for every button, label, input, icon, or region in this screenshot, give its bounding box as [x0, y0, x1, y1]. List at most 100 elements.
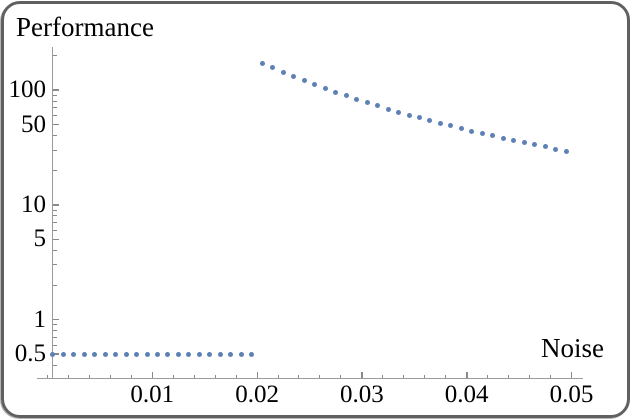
y-minor-tick — [53, 149, 57, 151]
x-tick-label: 0.01 — [130, 381, 175, 408]
data-point — [134, 351, 140, 357]
x-minor-tick — [550, 374, 551, 378]
data-point — [427, 118, 433, 124]
x-minor-tick — [172, 374, 174, 378]
data-point — [280, 69, 286, 75]
data-point — [50, 351, 56, 357]
y-minor-tick — [53, 344, 57, 346]
data-point — [333, 89, 339, 95]
y-minor-tick — [53, 209, 57, 211]
data-point — [532, 142, 538, 148]
data-point — [458, 126, 464, 132]
y-minor-tick — [53, 169, 57, 171]
data-point — [71, 351, 77, 357]
y-minor-tick — [53, 284, 57, 286]
y-minor-tick — [53, 264, 57, 266]
data-point — [175, 351, 181, 357]
data-point — [92, 351, 98, 357]
data-point — [521, 140, 527, 146]
y-minor-tick — [53, 249, 57, 251]
x-minor-tick — [445, 374, 447, 378]
data-point — [102, 351, 108, 357]
y-minor-tick — [53, 364, 57, 366]
x-minor-tick — [424, 374, 426, 378]
x-major-tick — [256, 372, 259, 378]
data-point — [259, 60, 265, 66]
y-tick-label: 10 — [21, 190, 46, 218]
y-minor-tick — [53, 54, 57, 56]
data-point — [113, 351, 119, 357]
data-point — [406, 112, 412, 118]
data-point — [60, 351, 66, 357]
data-point — [542, 144, 548, 150]
data-point — [291, 74, 297, 80]
x-major-tick — [361, 372, 363, 378]
x-minor-tick — [193, 374, 195, 378]
y-major-tick — [53, 123, 59, 126]
y-tick-label: 50 — [21, 110, 46, 138]
x-major-tick — [151, 372, 154, 378]
data-point — [553, 146, 559, 152]
x-axis-line — [37, 378, 583, 379]
x-minor-tick — [277, 374, 279, 378]
y-tick-label: 0.5 — [14, 340, 46, 368]
y-tick-label: 100 — [8, 75, 47, 103]
data-point — [322, 86, 328, 92]
data-point — [343, 93, 349, 99]
data-point — [448, 123, 454, 129]
y-minor-tick — [53, 135, 57, 137]
x-minor-tick — [88, 374, 90, 378]
data-point — [238, 351, 244, 357]
x-tick-label: 0.03 — [340, 381, 384, 408]
y-major-tick — [53, 318, 59, 321]
data-point — [217, 351, 223, 357]
data-point — [81, 351, 87, 357]
x-minor-tick — [298, 374, 300, 378]
x-minor-tick — [487, 374, 489, 378]
data-point — [437, 120, 443, 126]
data-point — [354, 96, 360, 102]
x-major-tick — [570, 372, 573, 378]
data-point — [511, 137, 517, 143]
x-minor-tick — [403, 374, 405, 378]
data-point — [490, 133, 496, 139]
data-point — [207, 351, 213, 357]
data-point — [312, 82, 318, 88]
x-minor-tick — [130, 374, 132, 378]
data-point — [155, 351, 161, 357]
data-point — [196, 351, 202, 357]
y-minor-tick — [53, 229, 57, 231]
x-minor-tick — [46, 374, 48, 378]
x-axis-title: Noise — [541, 333, 604, 363]
y-minor-tick — [53, 100, 57, 102]
x-minor-tick — [340, 374, 342, 378]
data-point — [301, 78, 307, 84]
x-minor-tick — [214, 374, 216, 378]
y-minor-tick — [53, 107, 57, 109]
y-tick-label: 5 — [33, 225, 47, 253]
y-major-tick — [53, 353, 59, 355]
data-point — [165, 351, 171, 357]
data-point — [249, 351, 255, 357]
data-point — [500, 135, 506, 141]
data-point — [186, 351, 192, 357]
data-point — [396, 109, 402, 115]
y-tick-label: 1 — [33, 305, 47, 333]
data-point — [479, 130, 485, 136]
y-major-tick — [53, 89, 59, 91]
y-minor-tick — [53, 324, 57, 326]
data-point — [563, 148, 569, 154]
x-minor-tick — [382, 374, 384, 378]
y-axis-title: Performance — [16, 12, 154, 42]
y-minor-tick — [53, 222, 57, 224]
x-minor-tick — [235, 374, 237, 378]
data-point — [228, 351, 234, 357]
data-point — [375, 103, 381, 109]
y-minor-tick — [53, 215, 57, 217]
x-tick-label: 0.05 — [549, 381, 594, 408]
data-point — [270, 65, 276, 71]
data-point — [123, 351, 129, 357]
x-minor-tick — [529, 374, 531, 378]
data-point — [364, 100, 370, 106]
